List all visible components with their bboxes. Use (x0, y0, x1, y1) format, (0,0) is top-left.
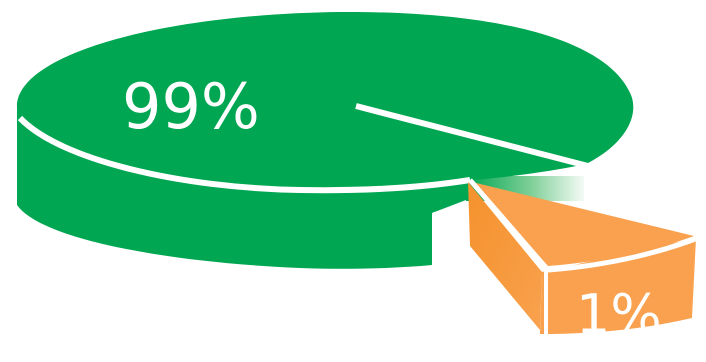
slice-small-edge-top (468, 178, 699, 273)
slice-large-cut-edge (355, 103, 589, 169)
slice-large-rim (17, 115, 471, 194)
slice-large-label: 99% (122, 70, 260, 143)
slice-small-label: 1% (576, 283, 662, 346)
slice-small-top (472, 182, 694, 266)
slice-large (16, 11, 634, 269)
slice-small-side-left (468, 182, 542, 330)
slice-small (468, 178, 699, 336)
slice-small-side-front (540, 238, 696, 334)
slice-large-top (16, 11, 634, 187)
